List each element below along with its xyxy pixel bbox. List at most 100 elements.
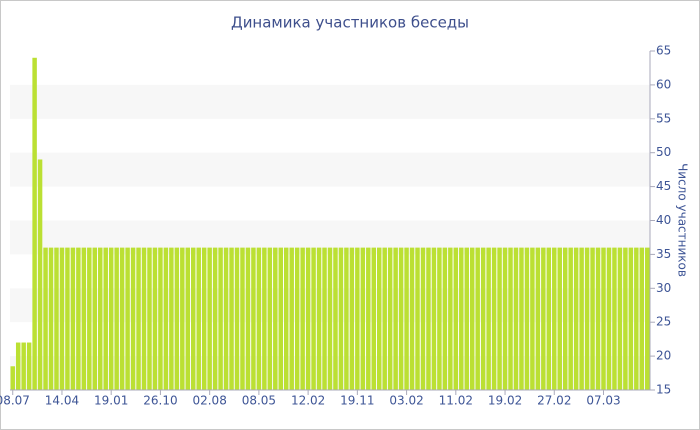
bar — [21, 342, 26, 390]
bar — [535, 247, 541, 390]
bar — [322, 247, 327, 390]
y-tick-label: 65 — [656, 44, 671, 58]
bar — [448, 247, 453, 390]
bar — [147, 247, 152, 390]
y-tick-label: 45 — [656, 179, 671, 193]
bar — [437, 247, 442, 390]
x-tick-label: 12.02 — [291, 394, 325, 408]
bar — [623, 247, 628, 390]
x-tick-label: 02.08 — [192, 394, 226, 408]
x-tick-label: 27.02 — [537, 394, 571, 408]
bar — [333, 247, 338, 390]
bar — [163, 247, 169, 390]
y-tick-label: 50 — [656, 145, 671, 159]
bar — [376, 247, 382, 390]
y-tick-label: 35 — [656, 247, 671, 261]
bar — [409, 247, 415, 390]
y-tick-label: 60 — [656, 77, 671, 91]
bar — [404, 247, 409, 390]
bar — [475, 247, 480, 390]
bar — [573, 247, 579, 390]
bar — [355, 247, 360, 390]
bar — [119, 247, 125, 390]
bar — [415, 247, 420, 390]
bar — [278, 247, 284, 390]
bar — [628, 247, 634, 390]
bar — [398, 247, 404, 390]
bar — [426, 247, 431, 390]
x-tick-label: 19.11 — [340, 394, 374, 408]
bar — [136, 247, 141, 390]
grid-band — [10, 84, 650, 119]
bar — [32, 57, 37, 390]
bar — [212, 247, 218, 390]
bar — [612, 247, 617, 390]
bar — [552, 247, 557, 390]
bar — [70, 247, 76, 390]
bar — [541, 247, 546, 390]
bar — [267, 247, 273, 390]
bar — [590, 247, 595, 390]
bar — [87, 247, 92, 390]
bar — [546, 247, 552, 390]
bar — [26, 342, 32, 390]
bar — [223, 247, 229, 390]
bar — [316, 247, 322, 390]
y-tick-label: 20 — [656, 349, 671, 363]
bar — [114, 247, 119, 390]
y-tick-label: 25 — [656, 315, 671, 329]
bar — [639, 247, 645, 390]
bar — [530, 247, 535, 390]
bar — [442, 247, 448, 390]
x-tick-label: 08.05 — [242, 394, 276, 408]
bar — [174, 247, 180, 390]
bar — [562, 247, 568, 390]
bar — [158, 247, 163, 390]
bar — [125, 247, 130, 390]
bar — [76, 247, 81, 390]
bar — [645, 247, 650, 390]
bar — [344, 247, 349, 390]
bar — [229, 247, 234, 390]
bar — [393, 247, 398, 390]
bar — [366, 247, 371, 390]
bar — [513, 247, 519, 390]
bar — [453, 247, 459, 390]
bar — [311, 247, 316, 390]
y-tick-label: 55 — [656, 111, 671, 125]
x-tick-label: 19.02 — [488, 394, 522, 408]
bar — [48, 247, 54, 390]
bar — [360, 247, 366, 390]
bar — [387, 247, 393, 390]
bar — [141, 247, 147, 390]
bar — [59, 247, 65, 390]
x-tick-label: 11.02 — [439, 394, 473, 408]
bar — [289, 247, 294, 390]
y-tick-label: 40 — [656, 213, 671, 227]
bar — [185, 247, 191, 390]
bar — [284, 247, 289, 390]
bar — [103, 247, 108, 390]
bar — [240, 247, 245, 390]
x-tick-label: 03.02 — [389, 394, 423, 408]
bar — [584, 247, 590, 390]
bar — [169, 247, 174, 390]
bar — [349, 247, 355, 390]
bar — [37, 159, 43, 390]
y-tick-label: 15 — [656, 383, 671, 397]
bar — [486, 247, 491, 390]
grid-band — [10, 152, 650, 187]
bar — [519, 247, 524, 390]
bar — [43, 247, 48, 390]
x-tick-label: 08.07 — [0, 394, 30, 408]
bar — [10, 366, 15, 390]
bar — [201, 247, 207, 390]
bar — [15, 342, 21, 390]
bar — [634, 247, 639, 390]
bar — [207, 247, 212, 390]
bar — [606, 247, 612, 390]
bar — [617, 247, 623, 390]
bar — [65, 247, 70, 390]
bar — [459, 247, 464, 390]
